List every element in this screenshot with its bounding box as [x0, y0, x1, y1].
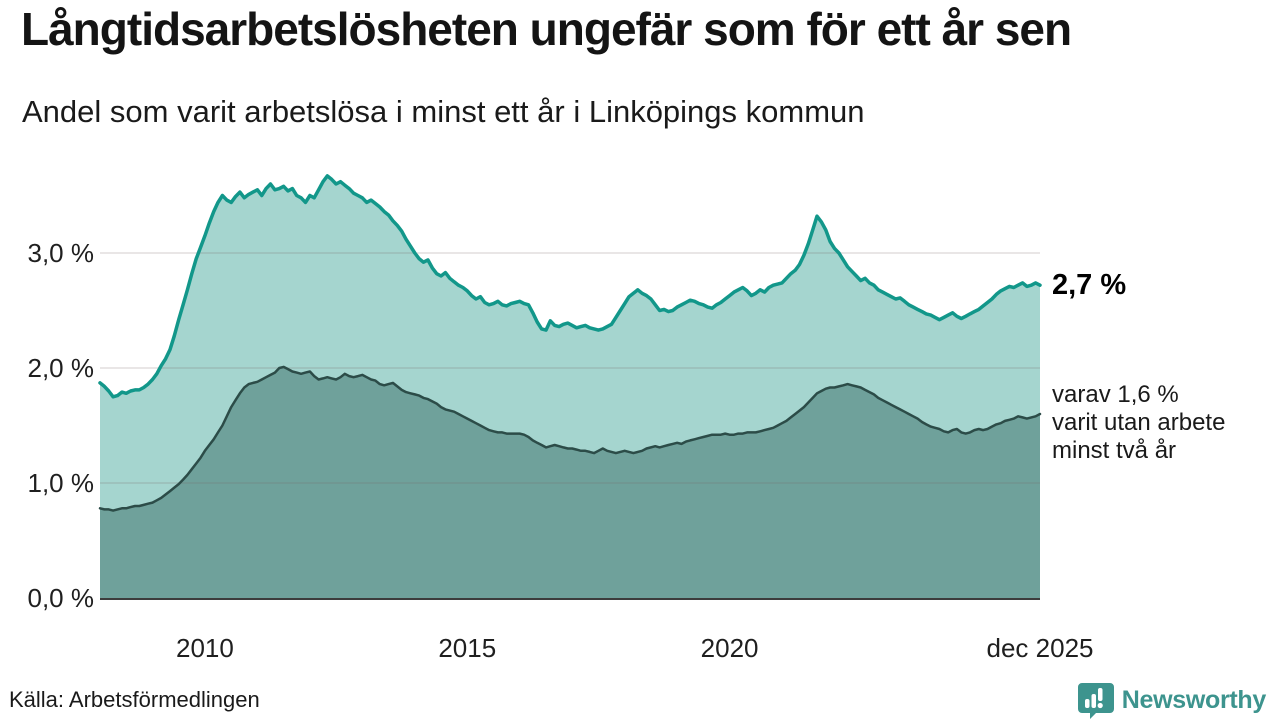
two-year-note-line-2: varit utan arbete — [1052, 409, 1226, 436]
y-tick-label-1: 1,0 % — [28, 468, 95, 498]
y-tick-label-3: 3,0 % — [28, 238, 95, 268]
line-total-unemployed — [98, 174, 1042, 399]
two-year-note-line-3: minst två år — [1052, 437, 1177, 464]
page-subtitle: Andel som varit arbetslösa i minst ett å… — [22, 94, 865, 129]
x-tick-label-2010: 2010 — [176, 633, 234, 663]
newsworthy-logo-icon — [1077, 683, 1114, 719]
x-tick-label-dec 2025: dec 2025 — [987, 633, 1094, 663]
x-tick-label-2015: 2015 — [438, 633, 496, 663]
two-year-note-line-1: varav 1,6 % — [1052, 381, 1179, 408]
logo-exclaim-stem — [1097, 688, 1103, 701]
source-attribution: Källa: Arbetsförmedlingen — [9, 687, 260, 712]
two-year-series-note: varav 1,6 % varit utan arbete minst två … — [1052, 381, 1225, 465]
newsworthy-wordmark: Newsworthy — [1121, 686, 1267, 714]
total-series-end-label: 2,7 % — [1052, 269, 1127, 301]
logo-exclaim-dot — [1097, 702, 1103, 709]
line-two-year-unemployed — [98, 365, 1042, 512]
page-title: Långtidsarbetslösheten ungefär som för e… — [21, 3, 1072, 55]
y-tick-label-0: 0,0 % — [28, 583, 95, 613]
x-tick-label-2020: 2020 — [701, 633, 759, 663]
y-tick-label-2: 2,0 % — [28, 353, 95, 383]
logo-bar-1 — [1084, 699, 1090, 708]
newsworthy-logo: Newsworthy — [1077, 682, 1266, 719]
logo-bar-2 — [1091, 694, 1096, 708]
area-two-year-unemployed — [100, 366, 1040, 598]
